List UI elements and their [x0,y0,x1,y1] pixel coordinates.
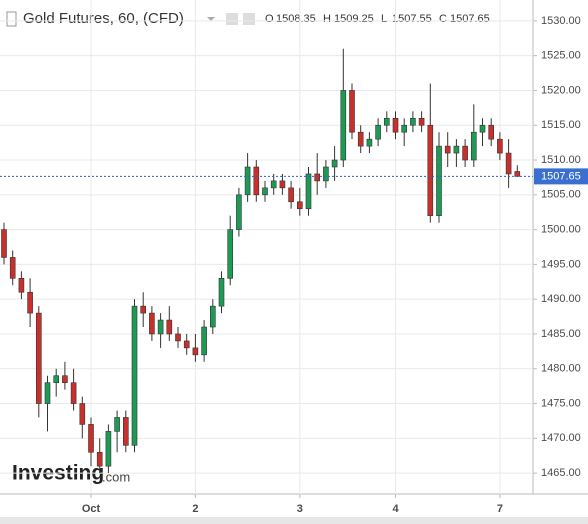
ohlc-value: 1507.65 [450,13,490,25]
y-tick-label: 1480.00 [541,363,581,375]
candle-body [349,90,355,133]
candle-body [514,171,521,177]
candle-body [192,347,199,356]
candle-body [253,166,260,196]
candle-body [227,229,233,279]
scrollbar[interactable] [0,517,588,524]
x-tick-label: 3 [297,503,303,515]
y-tick-label: 1500.00 [541,224,581,236]
y-tick-label: 1515.00 [541,119,581,131]
candle-body [470,131,477,161]
y-tick-label: 1530.00 [541,15,581,27]
candle-body [505,152,512,175]
candle-body [175,333,181,342]
candle-body [462,145,468,161]
candle-body [262,187,268,196]
candle-body [314,173,321,182]
ohlc-legend: O 1508.35 H 1509.25 L 1507.55 C 1507.65 [265,13,490,25]
candle-body [340,90,347,161]
candle-body [149,312,155,335]
eye-icon[interactable] [226,13,238,25]
chart-title: Gold Futures, 60, (CFD) [23,10,184,27]
candle-body [1,229,7,258]
candle-body [305,173,312,210]
last-price-box [534,168,588,185]
candle-body [105,431,112,467]
candle-body [497,138,503,154]
x-tick-label: 2 [192,503,198,515]
candle-body [488,124,495,140]
y-tick-label: 1525.00 [541,50,581,62]
candle-body [418,117,425,126]
candle-body [114,417,120,432]
candle-body [357,131,364,147]
candle-body [244,166,251,196]
candle-body [96,451,103,467]
candle-body [366,138,373,147]
candle-body [157,319,164,335]
ohlc-value: 1508.35 [276,13,316,25]
candle-body [88,424,94,453]
candle-body [444,145,451,154]
candle-body [375,124,381,140]
candle-body [18,278,25,293]
x-tick-label: 4 [392,503,399,515]
candle-body [201,326,207,356]
candle-body [410,117,416,126]
y-tick-label: 1465.00 [541,467,581,479]
candle-body [323,166,329,182]
candle-body [453,145,460,154]
menu-icon[interactable] [6,11,17,27]
candle-body [53,375,60,383]
candle-body [183,340,190,349]
candle-body [427,124,434,216]
candle-body [166,319,173,335]
ohlc-key: H [323,13,331,25]
candle-body [383,117,390,126]
ohlc-value: 1509.25 [334,13,374,25]
y-tick-label: 1495.00 [541,258,581,270]
candle-body [296,201,303,210]
candle-body [288,187,294,203]
y-tick-label: 1470.00 [541,432,581,444]
x-tick-label: Oct [82,503,101,515]
candle-body [479,124,486,133]
candle-body [44,382,51,404]
watermark: .com [102,469,130,484]
y-tick-label: 1475.00 [541,397,581,409]
candle-body [79,403,86,425]
candle-body [279,180,286,189]
candle-body [70,382,77,404]
last-price-label: 1507.65 [541,170,581,182]
ohlc-key: L [381,13,387,25]
candle-body [35,312,42,404]
candle-body [436,145,442,216]
x-tick-label: 7 [497,503,503,515]
candle-body [62,375,68,383]
y-tick-label: 1510.00 [541,154,581,166]
candle-body [9,257,16,279]
settings-icon[interactable] [243,13,255,25]
candle-body [392,117,399,133]
candle-body [270,180,277,189]
candle-body [401,124,408,133]
ohlc-key: C [439,13,447,25]
ohlc-key: O [265,13,274,25]
y-tick-label: 1505.00 [541,189,581,201]
dropdown-arrow[interactable] [207,17,215,21]
y-tick-label: 1520.00 [541,84,581,96]
candle-body [140,305,146,314]
candle-body [236,194,242,230]
candle-body [218,278,225,307]
candle-body [27,291,33,314]
ohlc-value: 1507.55 [392,13,432,25]
y-tick-label: 1490.00 [541,293,581,305]
candle-body [123,417,129,446]
candle-body [331,159,338,168]
y-tick-label: 1485.00 [541,328,581,340]
candle-body [131,305,138,446]
candle-body [210,305,216,328]
